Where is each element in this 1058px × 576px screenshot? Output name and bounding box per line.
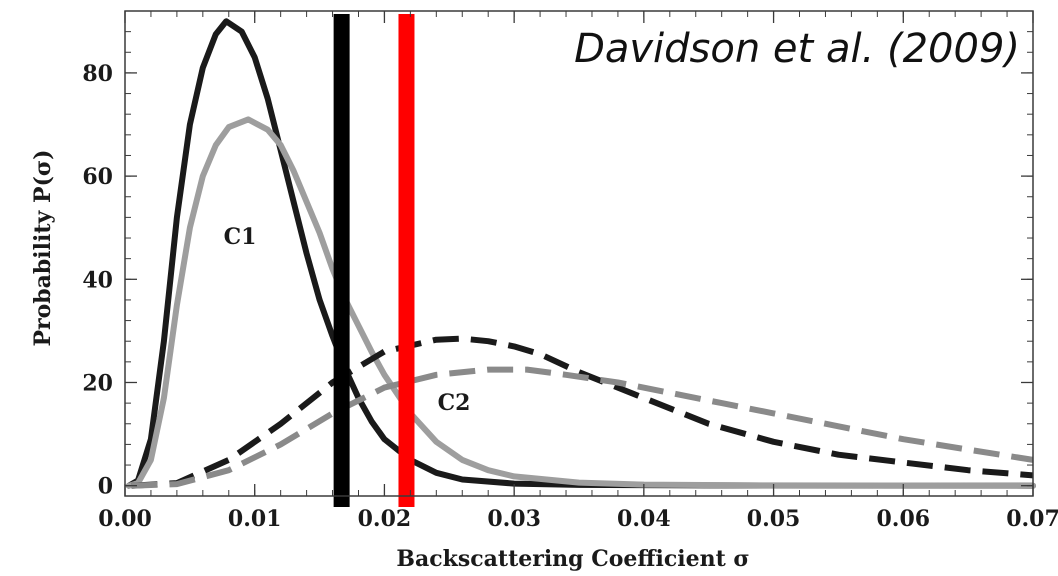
x-tick-label: 0.00	[98, 506, 152, 532]
c2-label: C2	[438, 390, 471, 416]
series-line-1	[125, 18, 1036, 489]
y-tick-label: 20	[82, 370, 113, 396]
series-line-3	[131, 335, 1034, 489]
plot-frame	[124, 10, 1034, 497]
series-layer	[125, 18, 1036, 489]
tick-layer: 0.00 0.01 0.02 0.03 0.04 0.05 0.06 0.07 0 20 40 60 8…	[82, 11, 1058, 532]
c1-label: C1	[224, 224, 257, 250]
x-tick-label: 0.01	[228, 506, 282, 532]
x-axis-title: Backscattering Coefficient σ	[396, 546, 749, 572]
vertical-marker-layer	[333, 14, 415, 507]
x-tick-label: 0.05	[747, 506, 801, 532]
x-tick-label: 0.04	[617, 506, 671, 532]
x-tick-label: 0.03	[487, 506, 541, 532]
x-tick-label: 0.02	[358, 506, 412, 532]
y-tick-label: 80	[82, 61, 113, 87]
y-tick-label: 40	[82, 267, 113, 293]
y-tick-label: 0	[98, 474, 113, 500]
y-tick-label: 60	[82, 164, 113, 190]
x-tick-label: 0.07	[1006, 506, 1058, 532]
series-line-4	[131, 366, 1034, 489]
vertical-marker-2	[398, 14, 415, 507]
x-tick-label: 0.06	[876, 506, 930, 532]
vertical-marker-1	[333, 14, 350, 507]
series-line-2	[125, 116, 1036, 489]
y-axis-title: Probability P(σ)	[30, 149, 56, 346]
citation-label: Davidson et al. (2009)	[574, 26, 1020, 72]
